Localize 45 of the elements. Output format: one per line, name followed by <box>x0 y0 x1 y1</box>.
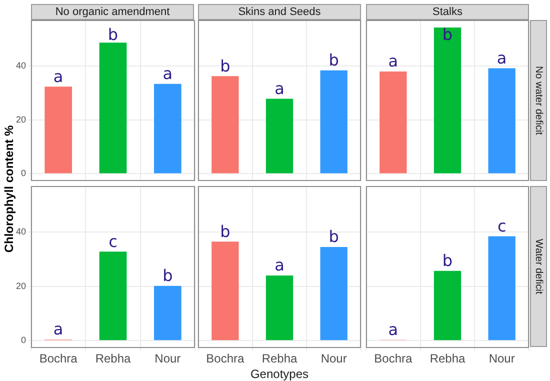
x-tick-label: Nour <box>320 352 347 366</box>
y-tick-label: 20 <box>16 280 26 291</box>
x-tick-label: Bochra <box>206 352 244 366</box>
annotation: a <box>274 256 284 275</box>
bar <box>154 84 182 174</box>
annotation: a <box>496 48 507 68</box>
annotation: b <box>220 56 230 76</box>
annotation: a <box>388 320 398 340</box>
bar <box>99 252 127 340</box>
chart-title: No organic amendment <box>31 4 194 20</box>
bar <box>154 286 182 340</box>
y-tick-label: 40 <box>16 60 26 70</box>
annotation: c <box>108 232 118 251</box>
y-axis-title: Chlorophyll content % <box>2 125 16 253</box>
annotation: b <box>442 251 453 270</box>
annotation: a <box>53 320 64 339</box>
x-tick-label: Rebha <box>430 352 466 366</box>
annotation: b <box>162 266 173 286</box>
chart-title: Skins and Seeds <box>198 4 361 20</box>
annotation: a <box>162 64 173 84</box>
y-tick-label: 40 <box>16 226 26 237</box>
annotation: b <box>328 227 339 246</box>
y2-axis-title: Water deficit <box>533 238 544 294</box>
bar <box>99 42 127 174</box>
x-tick-label: Rebha <box>95 352 131 366</box>
y2-axis-title: No water deficit <box>533 66 544 135</box>
annotation: c <box>497 216 506 236</box>
annotation: a <box>388 52 398 71</box>
bar <box>44 86 72 174</box>
x-tick-label: Nour <box>488 352 515 366</box>
annotation: a <box>53 66 64 86</box>
annotation: b <box>220 222 230 241</box>
chart-title: Stalks <box>366 4 529 20</box>
y-tick-label: 0 <box>20 168 26 178</box>
x-axis-title: Genotypes <box>249 367 310 381</box>
x-tick-label: Rebha <box>262 352 298 366</box>
annotation: b <box>328 50 339 70</box>
x-tick-label: Bochra <box>39 352 78 366</box>
annotation: a <box>274 78 284 98</box>
annotation: b <box>108 25 118 44</box>
y-tick-label: 0 <box>20 335 26 346</box>
annotation: b <box>442 25 453 44</box>
x-tick-label: Bochra <box>374 352 412 366</box>
y-tick-label: 20 <box>16 114 26 124</box>
x-tick-label: Nour <box>154 352 181 366</box>
